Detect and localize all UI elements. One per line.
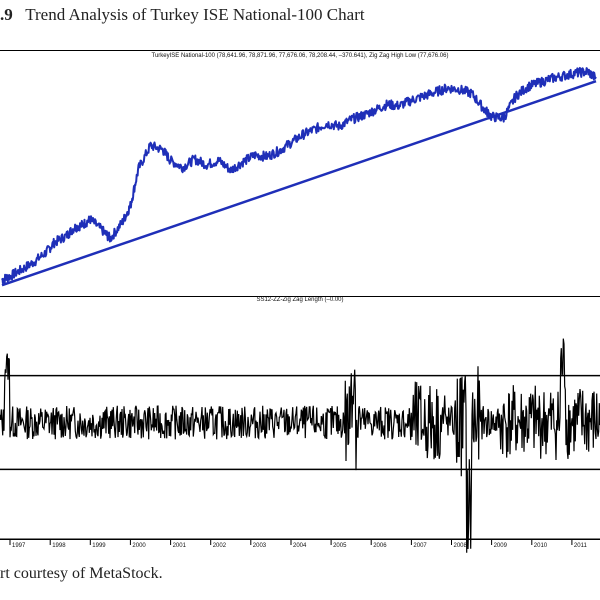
x-tick-label: 2000	[132, 543, 146, 549]
x-tick-label: 2011	[574, 543, 588, 549]
x-tick-label: 2006	[373, 543, 387, 549]
figure-title: .9 Trend Analysis of Turkey ISE National…	[0, 5, 365, 25]
x-tick-label: 2004	[293, 543, 307, 549]
x-tick-label: 2009	[494, 543, 508, 549]
x-tick-label: 1999	[92, 543, 106, 549]
price-series-line	[1, 66, 597, 284]
zigzag-panel-title: SS12-ZZ-Zig Zag Length (–0.00)	[256, 297, 344, 303]
x-tick-label: 1998	[52, 543, 66, 549]
zigzag-oscillator-line	[0, 338, 600, 553]
x-tick-label: 1997	[12, 543, 26, 549]
x-tick-label: 2001	[173, 543, 187, 549]
x-tick-label: 2003	[253, 543, 267, 549]
figure-credit: rt courtesy of MetaStock.	[0, 565, 163, 582]
figure-title-text: Trend Analysis of Turkey ISE National-10…	[25, 5, 365, 24]
price-panel-title: TurkeyISE National-100 (78,641.96, 78,87…	[151, 53, 449, 59]
price-panel: TurkeyISE National-100 (78,641.96, 78,87…	[0, 50, 600, 297]
x-tick-label: 2005	[333, 543, 347, 549]
x-tick-label: 2010	[534, 543, 548, 549]
x-tick-label: 2008	[454, 543, 468, 549]
trendline	[1, 80, 597, 287]
x-tick-label: 2002	[213, 543, 227, 549]
figure-number: .9	[0, 5, 13, 24]
x-tick-label: 2007	[413, 543, 427, 549]
